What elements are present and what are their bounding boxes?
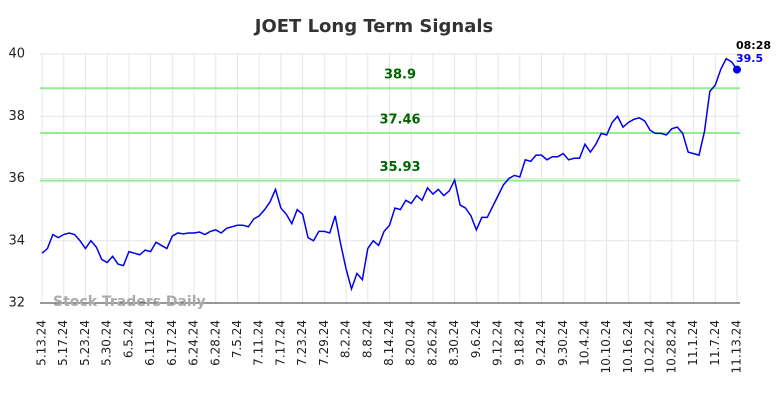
- y-tick-label: 32: [8, 296, 25, 311]
- watermark: Stock Traders Daily: [53, 294, 206, 310]
- x-tick-label: 6.28.24: [208, 320, 222, 366]
- x-tick-label: 5.17.24: [56, 320, 70, 366]
- x-tick-label: 7.29.24: [317, 320, 331, 366]
- x-tick-label: 7.5.24: [230, 320, 244, 358]
- x-tick-label: 9.6.24: [469, 320, 483, 358]
- x-tick-label: 8.8.24: [360, 320, 374, 358]
- x-tick-label: 8.20.24: [404, 320, 418, 366]
- x-tick-label: 7.17.24: [273, 320, 287, 366]
- last-value: 39.5: [736, 52, 763, 65]
- x-tick-label: 11.7.24: [708, 320, 722, 366]
- y-tick-label: 36: [8, 171, 25, 186]
- x-tick-label: 6.11.24: [143, 320, 157, 366]
- signal-label: 37.46: [379, 113, 420, 128]
- x-tick-label: 8.26.24: [425, 320, 439, 366]
- x-tick-label: 6.17.24: [165, 320, 179, 366]
- signal-label: 35.93: [379, 160, 420, 175]
- x-tick-label: 9.24.24: [534, 320, 548, 366]
- x-tick-label: 10.16.24: [621, 320, 635, 373]
- x-tick-label: 10.4.24: [577, 320, 591, 366]
- signal-label: 38.9: [384, 68, 416, 83]
- y-tick-label: 38: [8, 109, 25, 124]
- x-tick-label: 5.13.24: [35, 320, 49, 366]
- last-point: [733, 65, 741, 74]
- x-tick-label: 9.18.24: [512, 320, 526, 366]
- last-time: 08:28: [736, 39, 771, 52]
- y-tick-label: 34: [8, 233, 25, 248]
- x-tick-label: 5.30.24: [100, 320, 114, 366]
- x-tick-label: 9.12.24: [491, 320, 505, 366]
- x-tick-label: 11.1.24: [686, 320, 700, 366]
- x-tick-label: 7.23.24: [295, 320, 309, 366]
- x-tick-label: 10.28.24: [664, 320, 678, 373]
- x-tick-label: 8.30.24: [447, 320, 461, 366]
- y-tick-label: 40: [8, 47, 25, 62]
- price-line: [41, 57, 738, 292]
- x-tick-label: 5.23.24: [78, 320, 92, 366]
- x-tick-label: 10.22.24: [643, 320, 657, 373]
- chart-title: JOET Long Term Signals: [253, 16, 494, 37]
- x-tick-label: 10.10.24: [599, 320, 613, 373]
- x-tick-label: 8.2.24: [339, 320, 353, 358]
- x-tick-label: 6.24.24: [187, 320, 201, 366]
- x-tick-label: 8.14.24: [382, 320, 396, 366]
- x-tick-label: 6.5.24: [121, 320, 135, 358]
- x-tick-label: 11.13.24: [730, 320, 744, 373]
- x-tick-label: 7.11.24: [252, 320, 266, 366]
- x-tick-label: 9.30.24: [556, 320, 570, 366]
